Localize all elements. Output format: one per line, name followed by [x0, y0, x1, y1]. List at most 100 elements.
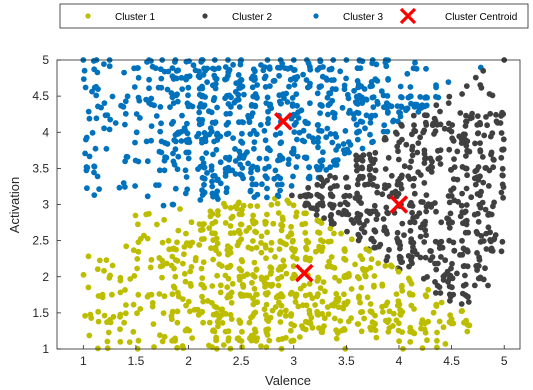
data-point — [328, 202, 335, 208]
data-point — [405, 173, 412, 180]
data-point — [460, 220, 466, 227]
data-point — [161, 157, 168, 164]
data-point — [446, 146, 453, 153]
data-point — [132, 157, 139, 164]
data-point — [148, 256, 155, 263]
data-point — [369, 309, 375, 316]
data-point — [500, 136, 507, 143]
data-point — [317, 285, 324, 291]
data-point — [209, 65, 216, 72]
data-point — [220, 342, 227, 348]
data-point — [200, 160, 207, 167]
data-point — [472, 140, 478, 147]
data-point — [354, 136, 361, 143]
data-point — [500, 184, 507, 191]
data-point — [361, 222, 367, 228]
data-point — [285, 161, 292, 168]
data-point — [320, 149, 326, 156]
data-point — [324, 94, 331, 101]
data-point — [250, 73, 256, 80]
data-point — [130, 328, 137, 335]
data-point — [436, 318, 443, 325]
data-point — [328, 66, 335, 73]
data-point — [441, 125, 448, 132]
data-point — [300, 302, 306, 309]
data-point — [239, 130, 245, 137]
data-point — [293, 213, 299, 220]
data-point — [275, 64, 281, 71]
data-point — [102, 112, 109, 119]
data-point — [268, 247, 274, 254]
data-point — [498, 130, 505, 136]
data-point — [292, 299, 299, 305]
data-point — [322, 288, 328, 295]
data-point — [437, 290, 444, 296]
data-point — [403, 107, 409, 114]
data-point — [189, 239, 196, 246]
data-point — [313, 212, 320, 218]
data-point — [341, 326, 347, 332]
data-point — [382, 136, 389, 143]
data-point — [201, 181, 207, 188]
data-point — [168, 313, 175, 320]
data-point — [432, 200, 438, 206]
data-point — [484, 122, 490, 129]
data-point — [212, 219, 219, 225]
data-point — [335, 304, 342, 310]
data-point — [161, 333, 168, 340]
data-point — [170, 150, 176, 157]
data-point — [200, 319, 207, 326]
data-point — [306, 257, 313, 264]
data-point — [201, 130, 208, 136]
data-point — [475, 218, 482, 225]
data-point — [438, 299, 445, 306]
data-point — [407, 227, 414, 234]
data-point — [367, 119, 374, 126]
data-point — [227, 205, 234, 211]
data-point — [194, 133, 200, 140]
data-point — [261, 64, 268, 70]
data-point — [331, 315, 338, 322]
data-point — [446, 224, 453, 231]
data-point — [117, 326, 123, 333]
data-point — [218, 263, 225, 269]
data-point — [464, 328, 471, 335]
data-point — [82, 312, 88, 319]
data-point — [408, 257, 414, 264]
data-point — [463, 153, 469, 159]
data-point — [293, 291, 299, 298]
data-point — [357, 234, 363, 241]
data-point — [105, 329, 112, 336]
data-point — [161, 167, 168, 174]
data-point — [208, 167, 215, 173]
data-point — [130, 301, 137, 308]
x-axis-ticks: 1 1.5 2 2.5 3 3.5 4 4.5 5 — [80, 345, 508, 368]
data-point — [359, 145, 366, 152]
data-point — [245, 115, 252, 121]
data-point — [372, 327, 379, 334]
data-point — [365, 181, 372, 188]
data-point — [257, 122, 264, 128]
data-point — [324, 263, 331, 270]
data-point — [157, 104, 164, 110]
data-point — [424, 337, 430, 344]
data-point — [185, 136, 192, 143]
data-point — [137, 235, 144, 242]
data-point — [385, 76, 391, 83]
data-point — [122, 121, 128, 128]
data-point — [432, 118, 439, 124]
data-point — [211, 95, 218, 101]
data-point — [354, 181, 361, 188]
y-tick-label: 3.5 — [32, 161, 49, 175]
data-point — [421, 160, 428, 167]
data-point — [348, 286, 355, 292]
data-point — [480, 179, 487, 186]
data-point — [444, 268, 451, 275]
data-point — [464, 263, 471, 270]
data-point — [398, 259, 405, 266]
data-point — [258, 249, 265, 256]
data-point — [299, 221, 306, 228]
data-point — [332, 174, 338, 181]
data-point — [415, 140, 422, 147]
data-point — [249, 279, 255, 286]
